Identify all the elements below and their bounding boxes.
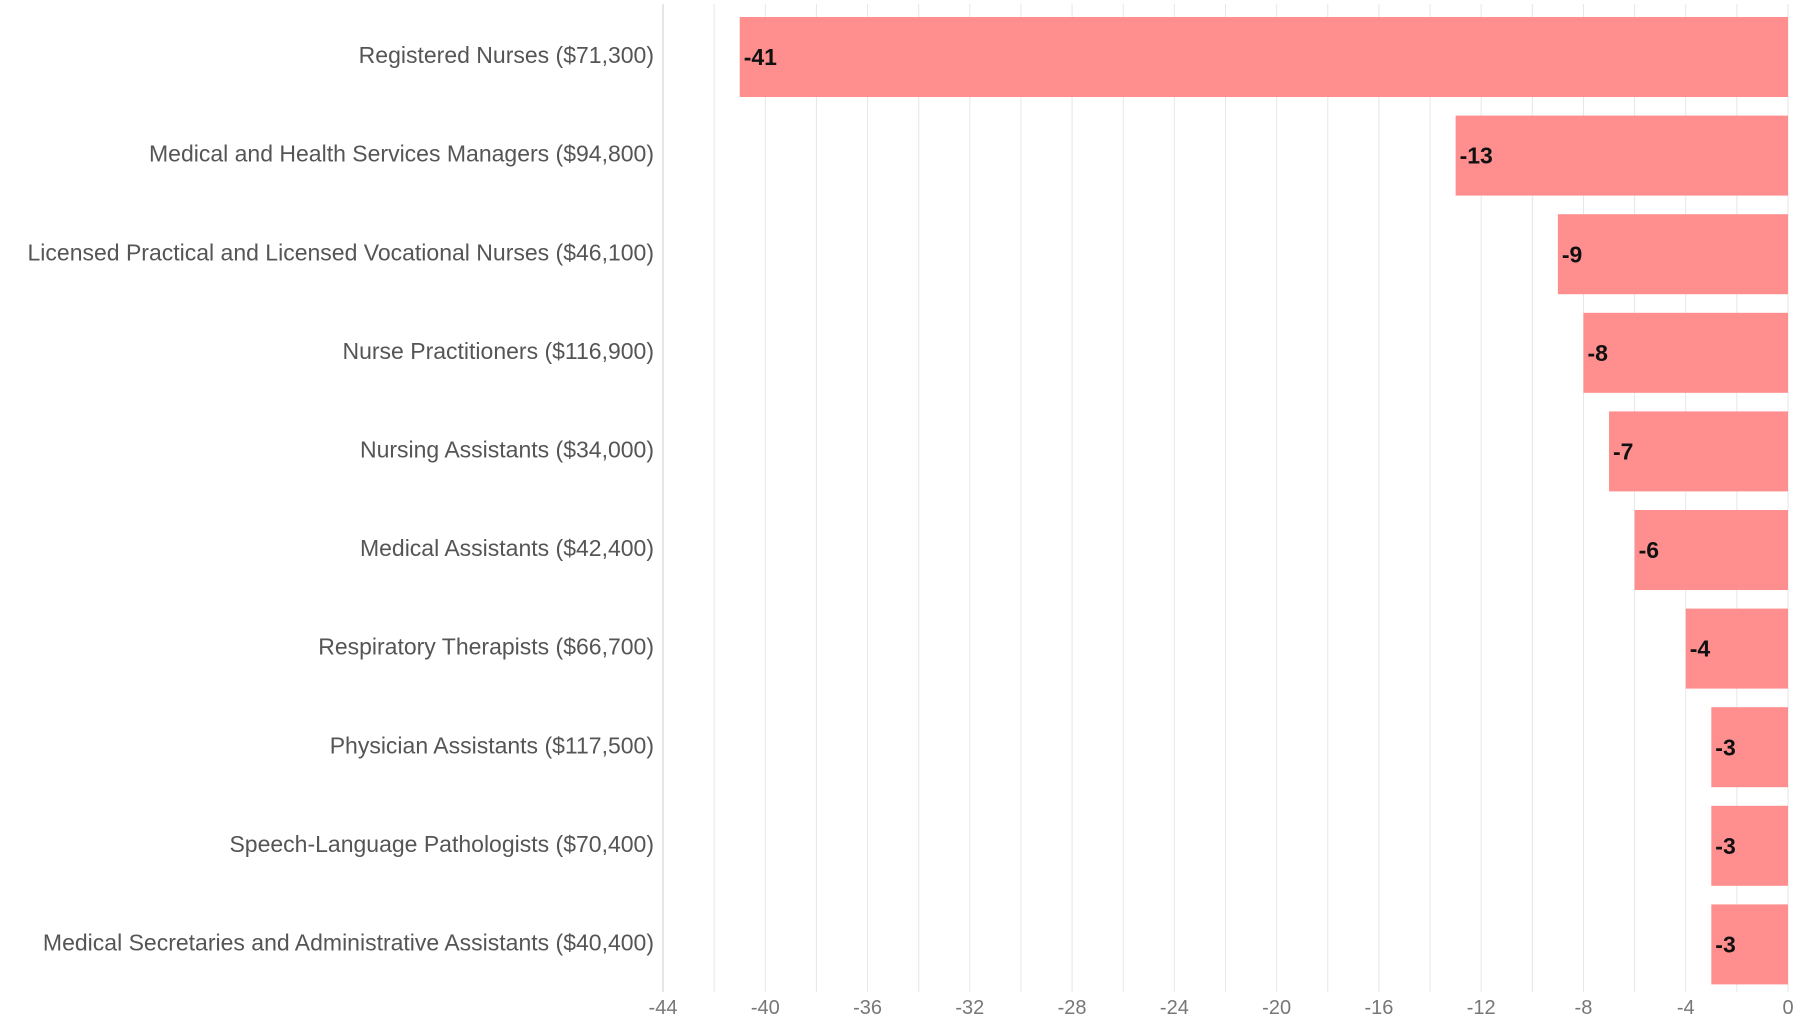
x-tick-label: -32 — [955, 997, 984, 1019]
data-label: -13 — [1460, 143, 1493, 169]
x-tick-label: -24 — [1160, 997, 1189, 1019]
x-tick-label: -4 — [1677, 997, 1695, 1019]
bar — [1583, 312, 1788, 393]
category-label: Medical and Health Services Managers ($9… — [149, 141, 654, 167]
category-label: Nurse Practitioners ($116,900) — [343, 338, 655, 364]
data-label: -9 — [1562, 241, 1582, 267]
data-label: -3 — [1715, 734, 1735, 760]
bar — [1711, 805, 1788, 886]
bar — [1711, 707, 1788, 788]
category-label: Respiratory Therapists ($66,700) — [318, 634, 654, 660]
x-tick-label: -28 — [1058, 997, 1087, 1019]
data-label: -6 — [1639, 537, 1659, 563]
x-tick-label: -12 — [1467, 997, 1496, 1019]
x-tick-label: -8 — [1575, 997, 1593, 1019]
bar — [1455, 115, 1788, 196]
bar — [739, 17, 1788, 97]
category-label: Nursing Assistants ($34,000) — [360, 436, 654, 462]
data-label: -41 — [744, 44, 777, 70]
category-labels: Registered Nurses ($71,300) Medical and H… — [28, 42, 655, 955]
data-label: -8 — [1587, 340, 1608, 366]
x-axis-ticks: -44 -40 -36 -32 -28 -24 -20 -16 -12 -8 -4 0 — [649, 997, 1793, 1019]
bar — [1711, 904, 1788, 985]
category-label: Physician Assistants ($117,500) — [330, 732, 654, 758]
data-label: -7 — [1613, 438, 1633, 464]
bar — [1609, 411, 1788, 492]
data-label: -3 — [1715, 931, 1735, 957]
x-tick-label: -36 — [853, 997, 882, 1019]
bar — [1557, 214, 1788, 295]
x-tick-label: -40 — [751, 997, 780, 1019]
bars — [739, 17, 1788, 985]
category-label: Licensed Practical and Licensed Vocation… — [28, 239, 655, 265]
x-tick-label: -44 — [649, 997, 678, 1019]
data-labels: -41 -13 -9 -8 -7 -6 -4 -3 -3 -3 — [744, 44, 1736, 957]
x-tick-label: 0 — [1782, 997, 1793, 1019]
bar — [1634, 510, 1788, 590]
category-label: Medical Assistants ($42,400) — [360, 535, 654, 561]
bar — [1685, 608, 1788, 689]
category-label: Registered Nurses ($71,300) — [359, 42, 654, 68]
x-tick-label: -20 — [1262, 997, 1291, 1019]
category-label: Speech-Language Pathologists ($70,400) — [229, 831, 654, 857]
category-label: Medical Secretaries and Administrative A… — [43, 929, 654, 955]
data-label: -3 — [1715, 833, 1735, 859]
x-tick-label: -16 — [1364, 997, 1393, 1019]
data-label: -4 — [1690, 636, 1711, 662]
